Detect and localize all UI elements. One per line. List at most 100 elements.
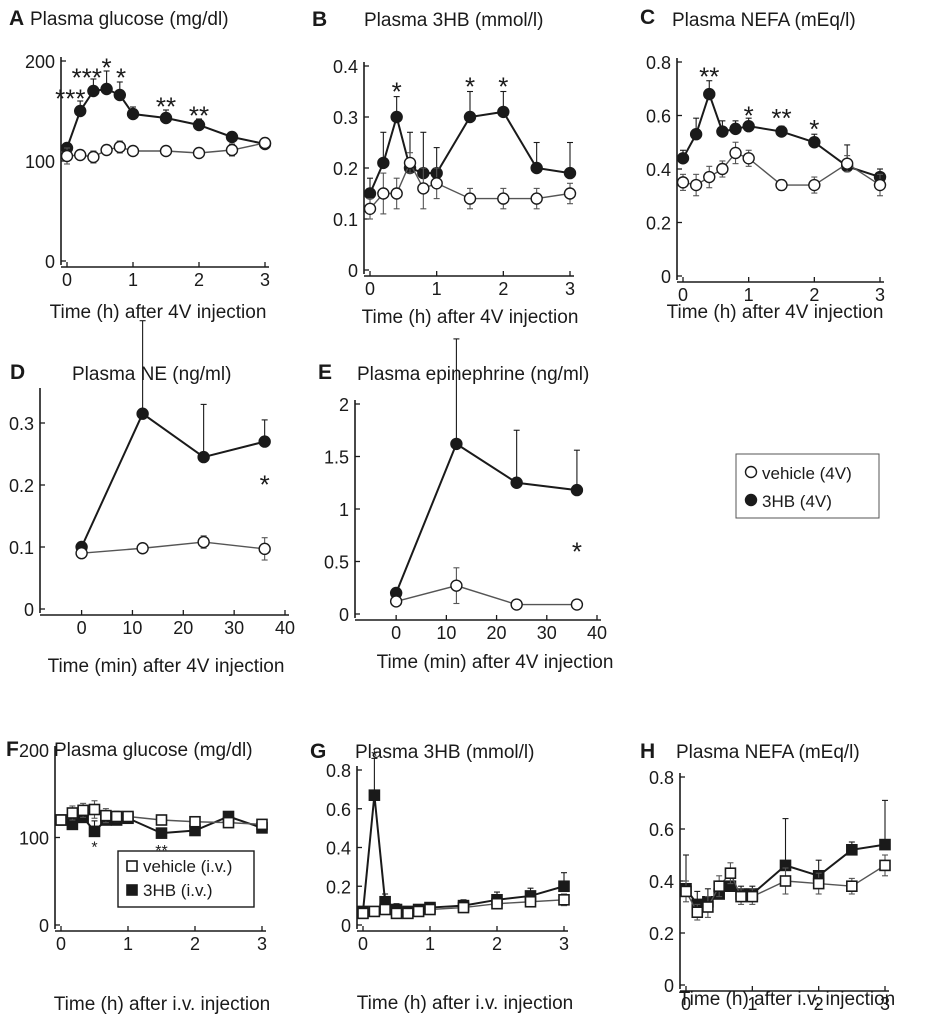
data-point-hb	[558, 880, 570, 893]
data-point-vehicle	[357, 907, 369, 920]
data-point-vehicle	[430, 177, 443, 190]
data-point-vehicle	[389, 595, 403, 608]
x-tick-label-b: 2	[498, 279, 508, 299]
y-tick-label-c: 0.4	[646, 160, 671, 180]
x-tick-label-f: 2	[190, 934, 200, 954]
x-axis-label-c: Time (h) after 4V injection	[667, 302, 884, 323]
series-line-hb	[395, 442, 578, 594]
x-tick-label-c: 3	[875, 285, 885, 305]
y-tick-label-b: 0.3	[333, 108, 358, 128]
y-tick-label-e: 1.5	[324, 448, 349, 468]
series-line-vehicle	[682, 152, 881, 186]
data-point-vehicle	[113, 140, 127, 154]
x-tick-label-g: 3	[559, 934, 569, 954]
data-point-vehicle	[87, 150, 100, 164]
x-tick-label-a: 3	[260, 270, 270, 290]
chart-panel-g: G Plasma 3HB (mmol/l) 0 0.2 0.4 0.6 0.8 0 1 2 3 Tim…	[310, 740, 573, 1014]
data-point-vehicle	[363, 202, 377, 216]
data-point-vehicle	[73, 148, 87, 162]
data-point-hb	[363, 187, 377, 200]
panel-letter-f: F	[6, 738, 19, 761]
legend-marker-vehicle	[126, 860, 138, 872]
data-point-vehicle	[779, 875, 792, 887]
legend-4v: vehicle (4V) 3HB (4V)	[735, 453, 880, 519]
data-point-vehicle	[368, 905, 381, 918]
chart-title-a: Plasma glucose (mg/dl)	[30, 9, 229, 30]
y-tick-label-b: 0.4	[333, 57, 358, 77]
data-point-vehicle	[563, 187, 577, 200]
significance-mark-a: ***	[55, 84, 85, 114]
data-point-hb	[716, 125, 729, 138]
y-tick-label-g: 0.6	[326, 800, 351, 820]
y-tick-label-e: 0	[339, 605, 349, 625]
data-point-hb	[676, 152, 690, 165]
data-point-vehicle	[702, 901, 714, 913]
significance-mark-b: *	[392, 77, 402, 107]
data-point-hb	[450, 437, 463, 451]
significance-mark-a: ***	[72, 63, 102, 93]
data-point-vehicle	[402, 907, 414, 920]
data-point-vehicle	[100, 809, 112, 822]
x-axis-label-f: Time (h) after i.v. injection	[54, 994, 270, 1015]
y-tick-label-e: 1	[339, 500, 349, 520]
significance-mark-a: *	[102, 53, 112, 83]
x-tick-label-d: 0	[77, 618, 87, 638]
chart-panel-b: B Plasma 3HB (mmol/l) 0 0.1 0.2 0.3 0.4 0 1 2 3 Tim…	[312, 8, 578, 328]
data-point-vehicle	[258, 542, 271, 556]
legend-marker-vehicle	[744, 465, 758, 479]
y-tick-label-g: 0	[341, 916, 351, 936]
x-tick-label-b: 3	[565, 279, 575, 299]
data-point-vehicle	[417, 182, 430, 195]
data-point-vehicle	[412, 905, 425, 918]
data-point-hb	[155, 827, 168, 839]
panel-letter-g: G	[310, 740, 326, 763]
data-point-hb	[100, 82, 113, 96]
x-tick-label-c: 1	[744, 285, 754, 305]
x-tick-label-g: 0	[358, 934, 368, 954]
chart-title-e: Plasma epinephrine (ng/ml)	[357, 364, 589, 385]
y-tick-label-c: 0.2	[646, 214, 671, 234]
series-line-vehicle	[81, 541, 265, 554]
series-line-vehicle	[395, 584, 577, 606]
y-tick-label-f: 0	[39, 916, 49, 936]
panel-letter-a: A	[9, 7, 24, 30]
chart-panel-d: D Plasma NE (ng/ml) 0 0.1 0.2 0.3 0 10 20 30 40 Tim…	[9, 320, 295, 677]
x-tick-label-g: 2	[492, 934, 502, 954]
x-tick-label-h: 3	[880, 994, 890, 1014]
data-point-vehicle	[225, 143, 239, 157]
data-point-vehicle	[775, 178, 788, 192]
data-point-vehicle	[379, 903, 391, 916]
chart-panel-h: H Plasma NEFA (mEq/l) 0 0.2 0.4 0.6 0.8 0 1 2 3Tim…	[640, 740, 895, 1014]
significance-mark-b: *	[465, 72, 475, 102]
data-point-hb	[66, 818, 79, 831]
data-point-vehicle	[724, 867, 737, 880]
data-point-vehicle	[60, 149, 74, 163]
data-point-vehicle	[377, 187, 390, 200]
series-line-vehicle	[66, 142, 266, 158]
x-tick-label-f: 0	[56, 934, 66, 954]
series-line-hb	[369, 110, 571, 194]
chart-panel-f: F Plasma glucose (mg/dl) 0 100 200 0 1 2 3 Time (…	[6, 738, 270, 1015]
data-point-hb	[192, 118, 206, 132]
data-point-hb	[703, 87, 716, 101]
y-tick-label-g: 0.2	[326, 877, 351, 897]
data-point-vehicle	[390, 907, 403, 920]
legend-label-vehicle: vehicle (i.v.)	[143, 857, 232, 876]
data-point-vehicle	[110, 810, 123, 823]
data-point-vehicle	[524, 895, 537, 908]
data-point-hb	[136, 407, 149, 420]
data-point-vehicle	[100, 143, 113, 157]
x-tick-label-e: 20	[487, 623, 507, 643]
data-point-hb	[808, 136, 821, 149]
data-point-vehicle	[256, 818, 268, 831]
data-point-hb	[87, 84, 100, 98]
data-point-vehicle	[558, 894, 570, 906]
data-point-hb	[113, 88, 127, 102]
legend-marker-3hb	[126, 884, 138, 896]
x-tick-label-d: 40	[275, 618, 295, 638]
significance-mark-a: **	[189, 101, 209, 131]
y-tick-label-g: 0.4	[326, 839, 351, 859]
y-tick-label-h: 0.2	[649, 924, 674, 944]
data-point-hb	[159, 111, 173, 125]
significance-mark-c: **	[771, 103, 791, 133]
